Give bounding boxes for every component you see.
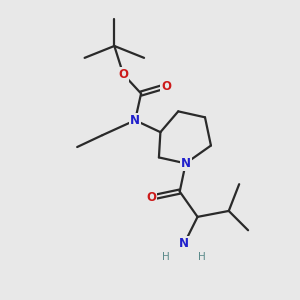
Text: H: H bbox=[198, 252, 206, 262]
Text: O: O bbox=[146, 191, 157, 204]
Text: N: N bbox=[179, 237, 189, 250]
Text: O: O bbox=[118, 68, 128, 81]
Text: O: O bbox=[161, 80, 171, 93]
Text: H: H bbox=[163, 252, 170, 262]
Text: N: N bbox=[130, 114, 140, 127]
Text: N: N bbox=[181, 157, 191, 170]
